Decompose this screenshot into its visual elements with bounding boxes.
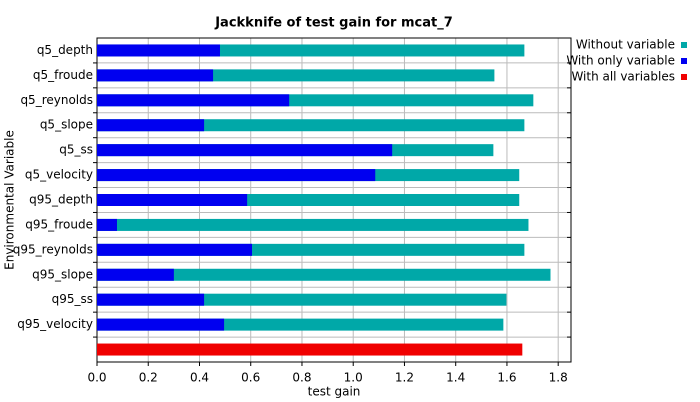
legend-label: Without variable — [576, 38, 675, 52]
legend-swatch — [681, 42, 687, 48]
legend-swatch — [681, 74, 687, 80]
x-tick-label: 0.6 — [241, 371, 260, 385]
y-tick-label: q95_velocity — [17, 317, 93, 331]
x-axis-label: test gain — [308, 385, 361, 399]
x-tick-label: 1.0 — [344, 371, 363, 385]
bar — [97, 144, 393, 157]
y-tick-label: q95_ss — [52, 292, 93, 306]
y-tick-label: q95_reynolds — [13, 242, 93, 256]
bar — [97, 293, 205, 306]
y-tick-label: q5_froude — [33, 68, 93, 82]
chart-title: Jackknife of test gain for mcat_7 — [214, 16, 453, 31]
bar — [97, 194, 248, 206]
bar — [97, 318, 225, 331]
bar — [97, 169, 376, 182]
y-tick-label: q5_ss — [59, 143, 93, 157]
x-tick-label: 0.2 — [139, 371, 158, 385]
y-tick-label: q5_reynolds — [20, 93, 93, 107]
x-tick-label: 0.8 — [292, 371, 311, 385]
y-tick-label: q95_froude — [25, 217, 93, 231]
bar — [97, 268, 551, 281]
bar — [97, 44, 220, 57]
legend-swatch — [681, 58, 687, 64]
bar — [97, 218, 529, 231]
bar — [97, 119, 205, 132]
y-tick-label: q5_depth — [37, 43, 93, 57]
x-tick-label: 1.4 — [446, 371, 465, 385]
y-axis-label: Environmental Variable — [3, 130, 17, 270]
x-tick-label: 0.4 — [190, 371, 209, 385]
bar — [97, 268, 174, 281]
y-tick-label: q95_depth — [29, 193, 93, 207]
x-tick-label: 1.2 — [395, 371, 414, 385]
y-tick-label: q95_slope — [32, 267, 93, 281]
x-tick-label: 1.6 — [497, 371, 516, 385]
bar — [97, 218, 117, 231]
y-tick-label: q5_velocity — [25, 168, 93, 182]
x-tick-label: 0.0 — [87, 371, 106, 385]
legend-label: With all variables — [571, 70, 675, 84]
bar — [97, 69, 214, 82]
x-tick-label: 1.8 — [549, 371, 568, 385]
bar — [97, 94, 290, 107]
bar — [97, 343, 523, 356]
y-tick-label: q5_slope — [40, 118, 93, 132]
bar — [97, 243, 253, 256]
legend-label: With only variable — [566, 54, 675, 68]
